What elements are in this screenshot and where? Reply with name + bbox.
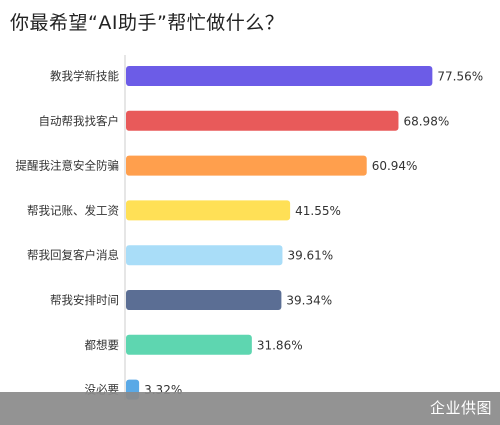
category-label: 教我学新技能 — [50, 69, 119, 83]
bar — [126, 245, 283, 266]
category-label: 提醒我注意安全防骗 — [16, 159, 120, 173]
value-label: 39.61% — [287, 249, 333, 263]
category-label: 帮我回复客户消息 — [27, 248, 119, 262]
bar — [126, 110, 399, 131]
bar — [126, 334, 252, 355]
bar — [126, 200, 291, 221]
value-label: 39.34% — [286, 294, 332, 308]
category-label: 帮我记账、发工资 — [27, 203, 119, 217]
value-label: 68.98% — [403, 114, 449, 128]
category-label: 帮我安排时间 — [50, 293, 119, 307]
bar — [126, 66, 433, 86]
bar — [126, 290, 282, 310]
bar — [126, 155, 367, 176]
category-label: 自动帮我找客户 — [39, 114, 120, 128]
value-label: 77.56% — [437, 70, 483, 84]
value-label: 60.94% — [372, 159, 418, 173]
chart-title: 你最希望“AI助手”帮忙做什么？ — [10, 12, 285, 34]
value-label: 31.86% — [257, 338, 303, 352]
watermark-text: 企业供图 — [429, 399, 492, 417]
watermark-bar — [0, 392, 500, 425]
category-label: 都想要 — [85, 338, 120, 352]
value-label: 41.55% — [295, 204, 341, 218]
